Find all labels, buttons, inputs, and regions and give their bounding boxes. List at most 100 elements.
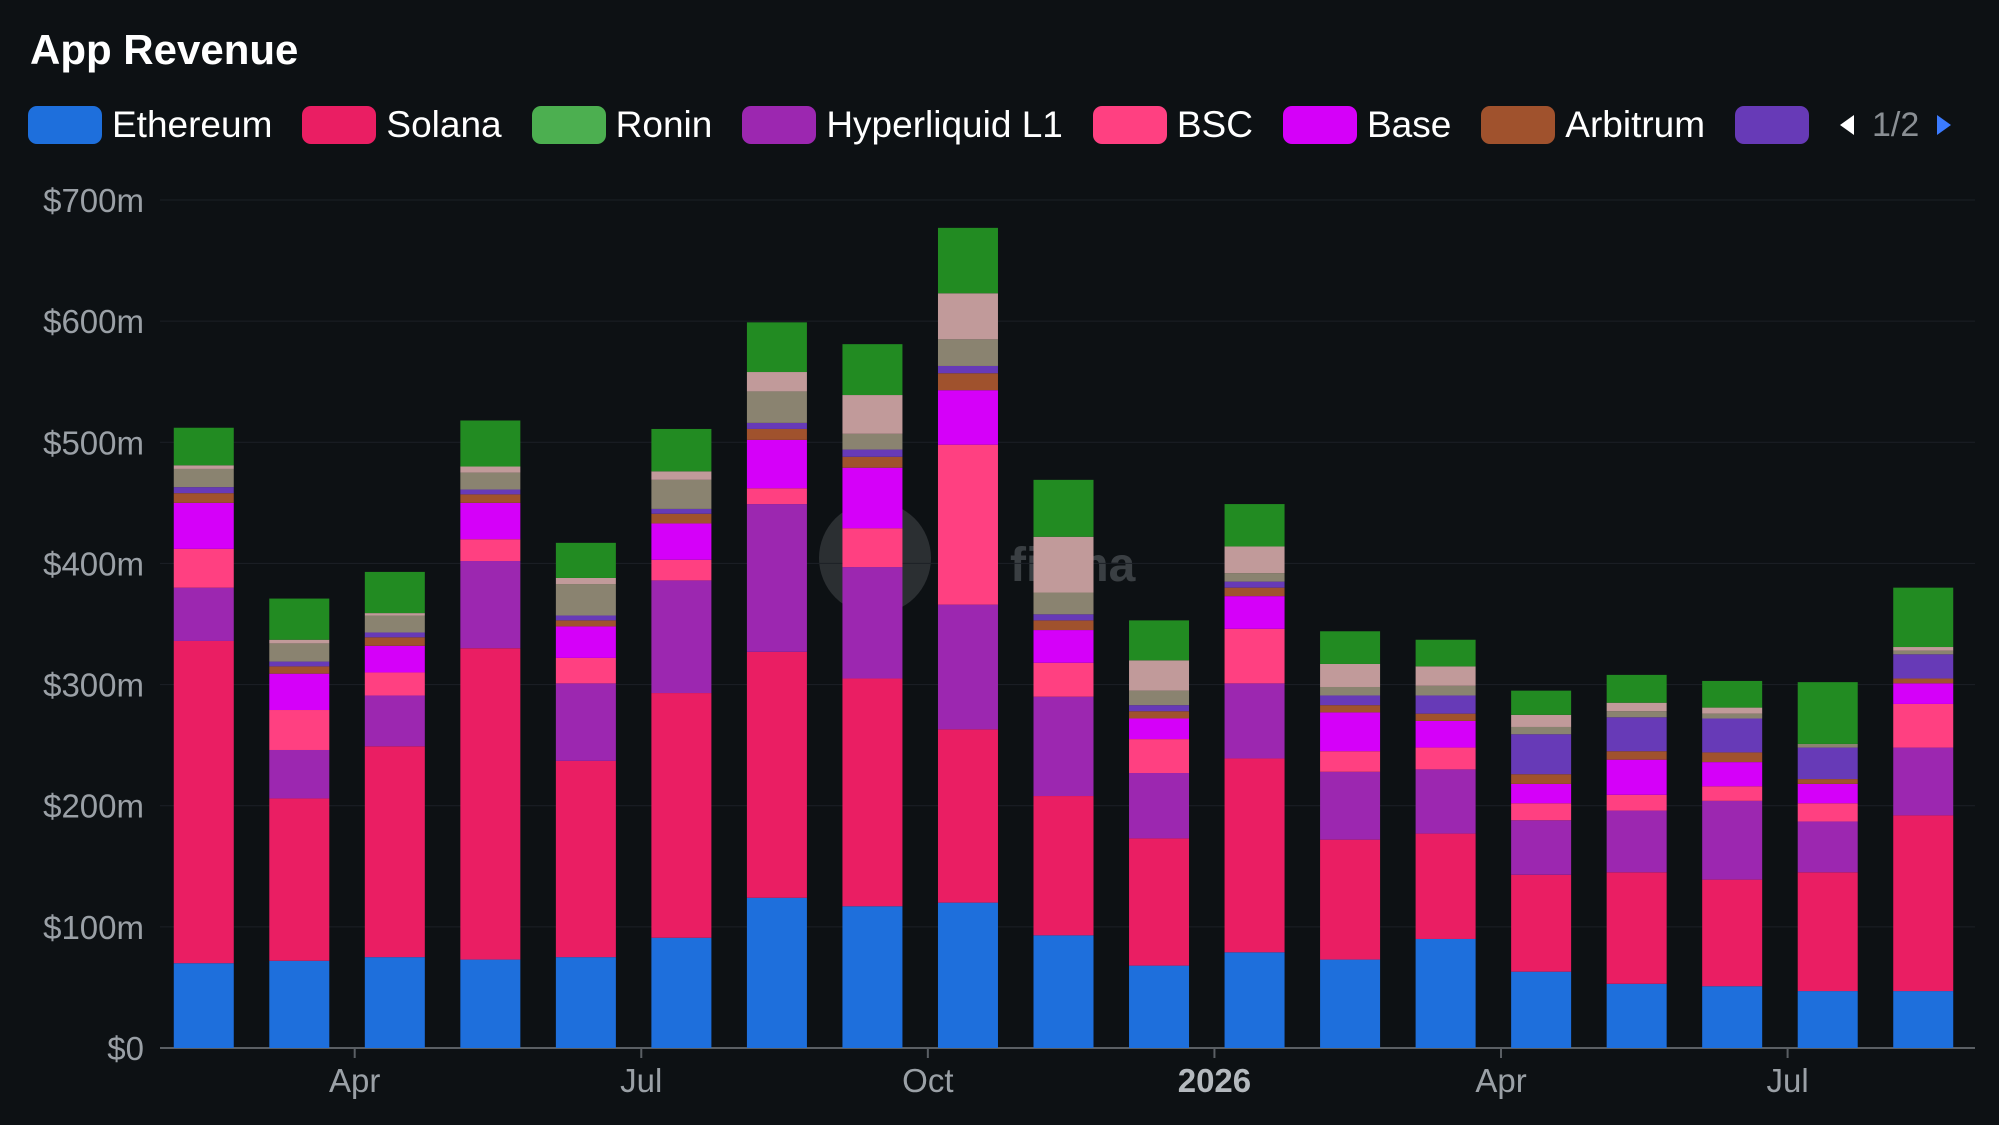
bar-segment-bsc[interactable] xyxy=(1129,739,1190,774)
bar-segment-solana[interactable] xyxy=(555,760,616,958)
bar-segment-other[interactable] xyxy=(173,465,234,469)
bar-stack[interactable] xyxy=(651,428,712,1048)
bar-stack[interactable] xyxy=(269,598,330,1048)
bar-segment-bsc[interactable] xyxy=(1702,786,1763,801)
bar-segment-bsc[interactable] xyxy=(842,528,903,568)
bar-segment-bsc[interactable] xyxy=(555,657,616,684)
bar-segment-ronin[interactable] xyxy=(937,227,998,294)
bar-segment-solana[interactable] xyxy=(460,648,521,960)
bar-segment-solana[interactable] xyxy=(1511,874,1572,972)
bar-segment-ethereum[interactable] xyxy=(364,957,425,1048)
bar-segment-hyperliquid-l1[interactable] xyxy=(937,604,998,730)
bar-segment-ronin[interactable] xyxy=(1893,587,1954,648)
bar-segment-arbitrum[interactable] xyxy=(937,373,998,391)
bar-segment-hyperliquid-l1[interactable] xyxy=(1606,810,1667,873)
bar-segment-base[interactable] xyxy=(1893,683,1954,704)
bar-segment-other[interactable] xyxy=(460,472,521,490)
bar-segment-base[interactable] xyxy=(1129,718,1190,740)
bar-segment-hyperliquid-l1[interactable] xyxy=(364,695,425,747)
bar-segment-solana[interactable] xyxy=(1033,796,1094,936)
bar-segment-ronin[interactable] xyxy=(1797,682,1858,744)
bar-segment-other[interactable] xyxy=(364,613,425,616)
bar-segment-other[interactable] xyxy=(937,365,998,374)
bar-segment-base[interactable] xyxy=(746,439,807,489)
bar-segment-bsc[interactable] xyxy=(1224,628,1285,684)
bar-segment-other[interactable] xyxy=(364,615,425,633)
bar-segment-hyperliquid-l1[interactable] xyxy=(746,504,807,652)
bar-segment-other[interactable] xyxy=(1893,654,1954,679)
bar-segment-base[interactable] xyxy=(1797,783,1858,804)
bar-segment-ethereum[interactable] xyxy=(1320,959,1381,1048)
bar-segment-base[interactable] xyxy=(1320,712,1381,752)
bar-segment-ethereum[interactable] xyxy=(1415,938,1476,1048)
bar-segment-arbitrum[interactable] xyxy=(364,637,425,646)
bar-segment-ethereum[interactable] xyxy=(555,957,616,1048)
bar-segment-arbitrum[interactable] xyxy=(1224,587,1285,597)
bar-segment-bsc[interactable] xyxy=(1797,803,1858,822)
bar-segment-bsc[interactable] xyxy=(1893,703,1954,748)
bar-stack[interactable] xyxy=(555,542,616,1048)
legend-item-arbitrum[interactable]: Arbitrum xyxy=(1481,104,1705,146)
bar-segment-other[interactable] xyxy=(555,577,616,585)
bar-stack[interactable] xyxy=(1702,680,1763,1048)
bar-segment-other[interactable] xyxy=(1033,536,1094,593)
legend-item-base[interactable]: Base xyxy=(1282,104,1451,146)
bar-segment-ronin[interactable] xyxy=(651,428,712,472)
bar-stack[interactable] xyxy=(1415,639,1476,1048)
bar-segment-ronin[interactable] xyxy=(746,322,807,373)
bar-segment-bsc[interactable] xyxy=(937,444,998,605)
bar-segment-hyperliquid-l1[interactable] xyxy=(555,683,616,761)
bar-segment-ethereum[interactable] xyxy=(746,897,807,1048)
bar-segment-bsc[interactable] xyxy=(1033,662,1094,697)
bar-segment-other[interactable] xyxy=(1511,726,1572,735)
bar-segment-ronin[interactable] xyxy=(1129,620,1190,661)
bar-segment-other[interactable] xyxy=(651,471,712,480)
bar-segment-ronin[interactable] xyxy=(1606,674,1667,703)
bar-segment-other[interactable] xyxy=(460,489,521,495)
bar-segment-bsc[interactable] xyxy=(1511,803,1572,821)
bar-segment-ethereum[interactable] xyxy=(1129,965,1190,1048)
bar-segment-other[interactable] xyxy=(1797,743,1858,748)
bar-segment-bsc[interactable] xyxy=(460,539,521,562)
bar-segment-ethereum[interactable] xyxy=(1893,991,1954,1048)
bar-segment-other[interactable] xyxy=(1320,663,1381,687)
bar-segment-ethereum[interactable] xyxy=(1606,983,1667,1048)
bar-segment-other[interactable] xyxy=(746,422,807,429)
bar-segment-other[interactable] xyxy=(1702,713,1763,719)
bar-segment-other[interactable] xyxy=(1606,711,1667,718)
bar-segment-solana[interactable] xyxy=(1320,839,1381,960)
bar-segment-solana[interactable] xyxy=(1893,815,1954,992)
bar-segment-ronin[interactable] xyxy=(1702,680,1763,708)
bar-segment-bsc[interactable] xyxy=(1415,747,1476,770)
bar-segment-ronin[interactable] xyxy=(173,427,234,466)
legend-item-hyperliquid-l1[interactable]: Hyperliquid L1 xyxy=(742,104,1063,146)
bar-segment-base[interactable] xyxy=(1224,596,1285,629)
bar-segment-base[interactable] xyxy=(937,390,998,445)
bar-segment-other[interactable] xyxy=(842,395,903,434)
bar-segment-other[interactable] xyxy=(269,661,330,667)
bar-segment-arbitrum[interactable] xyxy=(1033,620,1094,631)
bar-segment-hyperliquid-l1[interactable] xyxy=(1511,820,1572,875)
bar-segment-hyperliquid-l1[interactable] xyxy=(460,561,521,649)
bar-segment-other[interactable] xyxy=(1033,592,1094,615)
bar-segment-hyperliquid-l1[interactable] xyxy=(173,587,234,641)
bar-segment-other[interactable] xyxy=(842,433,903,450)
bar-segment-other[interactable] xyxy=(1129,705,1190,712)
bar-segment-other[interactable] xyxy=(1415,666,1476,686)
bar-segment-ethereum[interactable] xyxy=(269,960,330,1048)
bar-segment-other[interactable] xyxy=(1893,650,1954,655)
bar-segment-other[interactable] xyxy=(746,372,807,392)
bar-segment-other[interactable] xyxy=(1415,685,1476,696)
bar-segment-base[interactable] xyxy=(1702,762,1763,787)
bar-segment-other[interactable] xyxy=(937,293,998,340)
bar-segment-arbitrum[interactable] xyxy=(1606,751,1667,760)
bar-segment-ethereum[interactable] xyxy=(173,963,234,1048)
bar-segment-hyperliquid-l1[interactable] xyxy=(1797,821,1858,873)
bar-segment-other[interactable] xyxy=(651,508,712,514)
bar-segment-other[interactable] xyxy=(364,632,425,638)
bar-segment-arbitrum[interactable] xyxy=(651,513,712,524)
bar-segment-ronin[interactable] xyxy=(460,420,521,467)
bar-segment-hyperliquid-l1[interactable] xyxy=(269,749,330,799)
bar-segment-other[interactable] xyxy=(1606,717,1667,752)
bar-segment-other[interactable] xyxy=(1129,690,1190,706)
